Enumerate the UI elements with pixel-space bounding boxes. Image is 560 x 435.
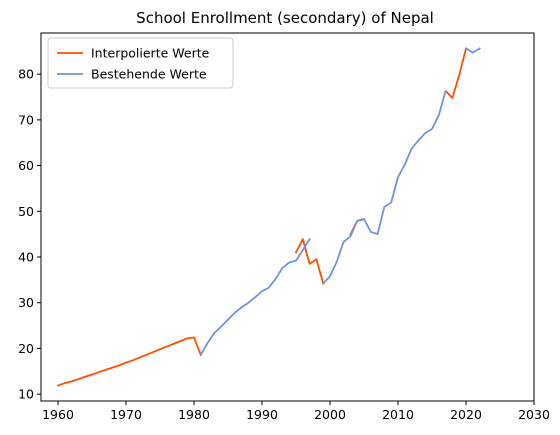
y-tick-label: 20: [18, 341, 34, 356]
series-line-2-segment-3: [464, 47, 481, 54]
y-tick-label: 10: [18, 387, 34, 402]
series-layer: [56, 47, 481, 387]
y-tick-label: 80: [18, 67, 34, 82]
legend-label-2: Bestehende Werte: [91, 67, 207, 82]
x-tick-label: 1990: [246, 407, 278, 422]
legend: Interpolierte Werte Bestehende Werte: [47, 37, 234, 89]
y-tick-label: 30: [18, 295, 34, 310]
x-tick-label: 2030: [518, 407, 550, 422]
axes-layer: 1960 1970 1980 1990 2000 2010 2020 203010203040…: [18, 32, 550, 422]
x-tick-label: 1980: [178, 407, 210, 422]
x-tick-label: 2010: [382, 407, 414, 422]
series-line-2-segment-2: [321, 89, 447, 285]
series-line-1-segment-2: [294, 238, 325, 285]
series-line-1-segment-1: [56, 336, 202, 387]
chart-title: School Enrollment (secondary) of Nepal: [136, 9, 434, 27]
x-tick-label: 2000: [314, 407, 346, 422]
y-tick-label: 70: [18, 112, 34, 127]
y-tick-label: 40: [18, 250, 34, 265]
legend-box: [47, 37, 234, 89]
plot-frame: [40, 32, 535, 402]
series-line-2-segment-1: [199, 237, 311, 357]
x-tick-label: 1960: [42, 407, 74, 422]
y-tick-label: 50: [18, 204, 34, 219]
series-line-1-segment-4: [444, 47, 468, 99]
x-tick-label: 2020: [450, 407, 482, 422]
x-tick-label: 1970: [110, 407, 142, 422]
y-tick-label: 60: [18, 158, 34, 173]
legend-label-1: Interpolierte Werte: [91, 46, 210, 61]
